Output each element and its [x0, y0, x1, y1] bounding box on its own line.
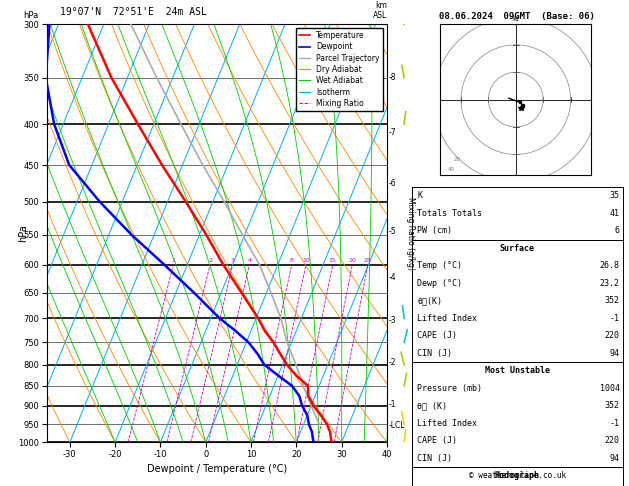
Text: 20: 20: [454, 157, 461, 162]
Text: -1: -1: [610, 419, 620, 428]
X-axis label: Dewpoint / Temperature (°C): Dewpoint / Temperature (°C): [147, 465, 287, 474]
Text: Most Unstable: Most Unstable: [485, 366, 550, 375]
Text: 4: 4: [247, 258, 252, 263]
Text: © weatheronline.co.uk: © weatheronline.co.uk: [469, 471, 566, 480]
Text: 23.2: 23.2: [599, 279, 620, 288]
Text: 1004: 1004: [599, 384, 620, 393]
Text: 94: 94: [610, 454, 620, 463]
Text: CIN (J): CIN (J): [417, 454, 452, 463]
Text: hPa: hPa: [23, 11, 38, 20]
Text: kt: kt: [513, 16, 519, 21]
Text: θᴇ(K): θᴇ(K): [417, 296, 442, 305]
Text: 26.8: 26.8: [599, 261, 620, 270]
Text: Lifted Index: Lifted Index: [417, 314, 477, 323]
Legend: Temperature, Dewpoint, Parcel Trajectory, Dry Adiabat, Wet Adiabat, Isotherm, Mi: Temperature, Dewpoint, Parcel Trajectory…: [296, 28, 383, 111]
Text: -8: -8: [389, 73, 396, 82]
Text: 1: 1: [171, 258, 175, 263]
Text: -3: -3: [389, 316, 396, 326]
Text: 220: 220: [604, 436, 620, 445]
Text: -7: -7: [389, 128, 396, 137]
Text: θᴇ (K): θᴇ (K): [417, 401, 447, 410]
Text: 352: 352: [604, 296, 620, 305]
Text: 19°07'N  72°51'E  24m ASL: 19°07'N 72°51'E 24m ASL: [60, 7, 207, 17]
Text: km
ASL: km ASL: [372, 0, 387, 20]
Text: -2: -2: [389, 358, 396, 367]
Text: 220: 220: [604, 331, 620, 340]
Text: -LCL: -LCL: [389, 421, 405, 430]
Text: 3: 3: [231, 258, 235, 263]
Text: 2: 2: [208, 258, 212, 263]
Text: 10: 10: [302, 258, 310, 263]
Text: 352: 352: [604, 401, 620, 410]
Text: CIN (J): CIN (J): [417, 349, 452, 358]
Text: 41: 41: [610, 209, 620, 218]
Text: 20: 20: [348, 258, 356, 263]
Text: 94: 94: [610, 349, 620, 358]
Text: Totals Totals: Totals Totals: [417, 209, 482, 218]
Text: Temp (°C): Temp (°C): [417, 261, 462, 270]
Text: -6: -6: [389, 179, 396, 189]
Text: Surface: Surface: [500, 244, 535, 253]
Text: -1: -1: [610, 314, 620, 323]
Text: Mixing Ratio (g/kg): Mixing Ratio (g/kg): [406, 197, 415, 270]
Text: CAPE (J): CAPE (J): [417, 436, 457, 445]
Text: 08.06.2024  09GMT  (Base: 06): 08.06.2024 09GMT (Base: 06): [440, 12, 595, 21]
Text: Pressure (mb): Pressure (mb): [417, 384, 482, 393]
Text: -4: -4: [389, 273, 396, 282]
Text: 15: 15: [329, 258, 337, 263]
Text: Lifted Index: Lifted Index: [417, 419, 477, 428]
Text: Hodograph: Hodograph: [495, 471, 540, 480]
Text: Dewp (°C): Dewp (°C): [417, 279, 462, 288]
Text: 25: 25: [364, 258, 372, 263]
Text: 6: 6: [615, 226, 620, 235]
Text: CAPE (J): CAPE (J): [417, 331, 457, 340]
Text: hPa: hPa: [18, 225, 28, 242]
Text: K: K: [417, 191, 422, 200]
Text: 35: 35: [610, 191, 620, 200]
Text: -5: -5: [389, 227, 396, 236]
Text: 40: 40: [447, 167, 454, 172]
Text: 8: 8: [290, 258, 294, 263]
Text: -1: -1: [389, 400, 396, 409]
Text: PW (cm): PW (cm): [417, 226, 452, 235]
